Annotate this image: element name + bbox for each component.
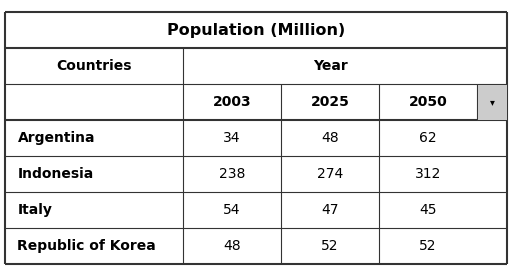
Text: 52: 52 [322,239,339,253]
Text: 274: 274 [317,167,343,181]
Text: 2003: 2003 [213,95,251,109]
Text: 238: 238 [219,167,245,181]
Text: Indonesia: Indonesia [17,167,94,181]
Text: 54: 54 [223,203,241,217]
Text: Republic of Korea: Republic of Korea [17,239,156,253]
Text: 45: 45 [419,203,437,217]
Bar [477,84,507,120]
Text: 2050: 2050 [409,95,447,109]
Text: 312: 312 [415,167,441,181]
Text: 62: 62 [419,131,437,145]
Text: ▾: ▾ [489,97,495,107]
Text: 52: 52 [419,239,437,253]
Text: Countries: Countries [56,59,132,73]
Text: 48: 48 [223,239,241,253]
Text: Argentina: Argentina [17,131,95,145]
Text: Population (Million): Population (Million) [167,22,345,38]
Text: 47: 47 [322,203,339,217]
Text: 2025: 2025 [311,95,350,109]
Text: 34: 34 [223,131,241,145]
Text: Year: Year [313,59,348,73]
Text: 48: 48 [321,131,339,145]
Text: Italy: Italy [17,203,52,217]
